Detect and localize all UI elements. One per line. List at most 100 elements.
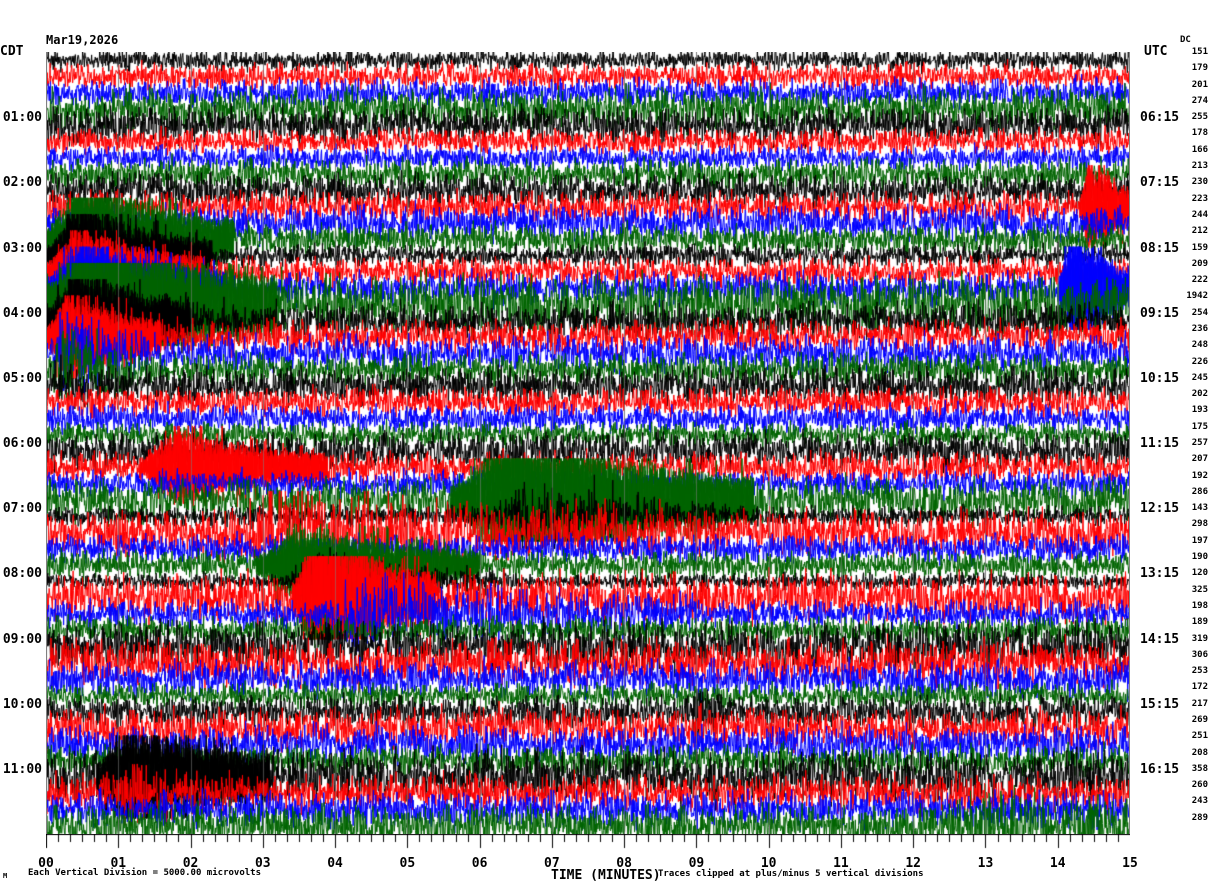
left-time-axis: 01:00 02:00 03:00 04:00 05:00 06:00 07:00 08:00… [0, 0, 42, 886]
dc-value: 306 [1191, 649, 1208, 660]
left-time-0400: 04:00 [2, 305, 42, 321]
x-tick-02: 02 [182, 856, 199, 871]
dc-value: 151 [1191, 47, 1208, 57]
right-time-1115: 11:15 [1140, 436, 1180, 451]
dc-value: 245 [1191, 372, 1208, 383]
dc-value: 207 [1191, 454, 1208, 465]
dc-value-column: 151 179 201 274 255 178 166 213 230 223 244 212 159 2… [1168, 0, 1210, 886]
dc-value: 244 [1191, 209, 1208, 220]
x-tick-08: 08 [616, 856, 632, 871]
x-axis-ticks [46, 834, 1130, 856]
dc-value: 213 [1191, 161, 1208, 172]
left-time-0900: 09:00 [2, 631, 42, 647]
x-tick-09: 09 [688, 856, 705, 871]
right-time-0615: 06:15 [1140, 110, 1180, 126]
left-time-1000: 10:00 [2, 696, 42, 712]
dc-value: 198 [1191, 600, 1208, 611]
x-tick-00: 00 [38, 856, 54, 871]
dc-value: 319 [1191, 633, 1208, 644]
dc-value: 248 [1191, 340, 1208, 351]
x-tick-15: 15 [1122, 856, 1138, 871]
dc-value: 289 [1191, 812, 1208, 823]
left-time-0100: 01:00 [2, 110, 42, 126]
dc-value: 159 [1191, 242, 1208, 253]
dc-value: 286 [1191, 486, 1208, 497]
right-timezone-label: UTC [1144, 44, 1168, 59]
dc-value: 254 [1191, 307, 1208, 318]
dc-value: 143 [1191, 503, 1208, 514]
right-time-0915: 09:15 [1140, 305, 1180, 321]
x-tick-11: 11 [833, 856, 849, 871]
seismogram-plot [46, 52, 1130, 834]
right-time-1615: 16:15 [1140, 761, 1180, 777]
dc-value: 172 [1191, 682, 1208, 693]
x-tick-04: 04 [327, 856, 343, 871]
dc-value: 197 [1191, 535, 1208, 546]
x-axis-labels: 00 01 02 03 04 05 06 07 08 09 10 11 12 13 14 15 [38, 856, 1138, 874]
scale-note: Each Vertical Division = 5000.00 microvo… [28, 868, 261, 878]
right-time-1015: 10:15 [1140, 370, 1180, 386]
dc-value: 230 [1191, 177, 1208, 188]
dc-value: 166 [1191, 144, 1208, 155]
dc-value: 178 [1191, 128, 1208, 139]
left-time-0700: 07:00 [2, 501, 42, 517]
dc-value: 217 [1191, 698, 1208, 709]
x-tick-07: 07 [544, 856, 560, 871]
dc-value: 223 [1191, 193, 1208, 204]
dc-column-header: DC [1180, 35, 1191, 45]
dc-value: 222 [1191, 275, 1208, 286]
dc-value: 269 [1191, 714, 1208, 725]
right-time-1515: 15:15 [1140, 696, 1180, 712]
x-axis-title: TIME (MINUTES) [551, 868, 661, 883]
dc-value: 175 [1191, 421, 1208, 432]
seismogram-canvas [46, 52, 1130, 834]
right-time-1415: 14:15 [1140, 631, 1180, 647]
x-tick-06: 06 [471, 856, 488, 871]
dc-value: 274 [1191, 95, 1208, 106]
dc-value: 236 [1191, 323, 1208, 334]
dc-value: 243 [1191, 796, 1208, 807]
left-time-0500: 05:00 [2, 370, 42, 386]
right-time-0715: 07:15 [1140, 175, 1180, 191]
left-time-0600: 06:00 [2, 436, 42, 451]
x-tick-14: 14 [1049, 856, 1066, 871]
right-time-1315: 13:15 [1140, 566, 1180, 582]
left-time-1100: 11:00 [2, 761, 42, 777]
dc-value: 192 [1191, 470, 1208, 481]
dc-value: 189 [1191, 617, 1208, 628]
dc-value: 193 [1191, 405, 1208, 416]
dc-value: 209 [1191, 258, 1208, 269]
dc-value: 179 [1191, 63, 1208, 74]
x-tick-12: 12 [905, 856, 922, 871]
dc-value: 325 [1191, 584, 1208, 595]
x-tick-01: 01 [110, 856, 127, 871]
right-time-0815: 08:15 [1140, 240, 1180, 256]
corner-mark: M [3, 872, 8, 880]
clip-note: Traces clipped at plus/minus 5 vertical … [658, 869, 924, 879]
dc-value: 1942 [1186, 291, 1208, 302]
dc-value: 260 [1191, 780, 1208, 791]
x-tick-13: 13 [977, 856, 994, 871]
right-time-axis: 06:15 07:15 08:15 09:15 10:15 11:15 12:15 13:15… [1140, 0, 1186, 886]
x-tick-03: 03 [254, 856, 271, 871]
dc-value: 358 [1191, 763, 1208, 774]
left-timezone-label: CDT [0, 44, 24, 59]
dc-value: 298 [1191, 519, 1208, 530]
dc-value: 201 [1191, 79, 1208, 90]
dc-value: 190 [1191, 552, 1208, 563]
dc-value: 253 [1191, 666, 1208, 677]
left-time-0800: 08:00 [2, 566, 42, 582]
x-tick-10: 10 [760, 856, 777, 871]
dc-value: 202 [1191, 389, 1208, 400]
dc-value: 208 [1191, 747, 1208, 758]
dc-value: 212 [1191, 226, 1208, 237]
dc-value: 120 [1191, 568, 1208, 579]
dc-value: 257 [1191, 438, 1208, 448]
left-time-0200: 02:00 [2, 175, 42, 191]
header-date: Mar19,2026 [46, 32, 119, 47]
x-axis-canvas [46, 834, 1130, 856]
right-time-1215: 12:15 [1140, 501, 1180, 517]
dc-value: 255 [1191, 112, 1208, 123]
x-tick-05: 05 [399, 856, 416, 871]
